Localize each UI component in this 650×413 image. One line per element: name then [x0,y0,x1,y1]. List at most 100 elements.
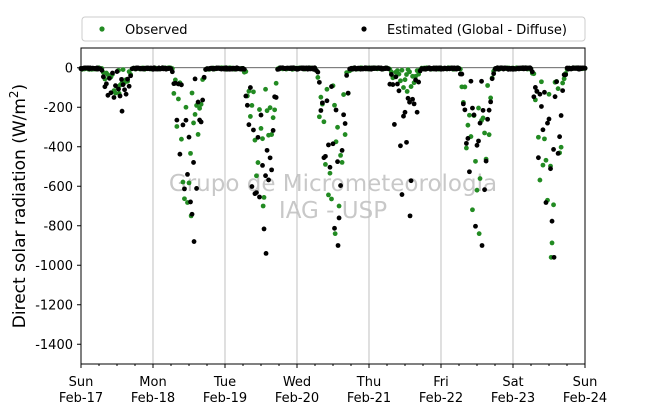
point-estimated [336,215,342,221]
point-estimated [249,184,255,189]
point-estimated [258,112,264,118]
point-estimated [263,173,268,179]
y-tick-label: -600 [43,180,73,195]
point-estimated [537,91,543,97]
point-estimated [391,122,397,127]
point-estimated [267,155,273,161]
point-observed [477,176,483,181]
point-estimated [323,153,328,159]
data-points [78,65,588,260]
point-observed [342,132,348,137]
point-estimated [120,82,126,88]
point-observed [321,119,327,125]
point-observed [341,92,347,97]
point-estimated [192,76,198,82]
point-estimated [485,116,491,122]
point-observed [465,122,471,128]
point-estimated [557,134,563,140]
point-estimated [529,69,535,75]
point-estimated [114,69,120,74]
point-estimated [191,160,196,165]
point-observed [470,207,475,213]
point-estimated [251,127,256,133]
x-tick-date: Feb-17 [59,391,103,406]
point-observed [480,115,486,121]
point-estimated [552,94,558,100]
grid [152,48,514,364]
x-tick-date: Feb-18 [131,391,175,406]
point-observed [332,102,337,108]
x-tick-day: Sun [573,375,598,390]
point-estimated [174,117,180,123]
point-observed [399,67,405,73]
point-estimated [183,117,189,123]
point-estimated [188,199,193,205]
point-estimated [189,211,195,217]
point-estimated [255,134,261,140]
point-estimated [329,84,334,89]
y-tick-label: 0 [65,61,73,76]
point-estimated [266,177,271,183]
point-estimated-min [263,251,269,256]
y-axis-label: Direct solar radiation (W/m2) [7,84,30,328]
point-estimated [99,67,105,73]
point-estimated [545,120,550,126]
point-estimated [468,78,474,84]
point-estimated [543,200,549,205]
point-observed [401,85,406,90]
point-estimated [119,76,124,82]
point-observed [540,162,546,168]
point-observed [482,130,487,136]
point-observed [318,94,324,100]
point-estimated [488,99,494,105]
legend: Observed Estimated (Global - Diffuse) [81,16,586,42]
point-estimated [244,102,250,108]
point-observed [546,91,552,97]
point-estimated [388,72,394,77]
point-observed [254,173,259,179]
x-tick-date: Feb-19 [203,391,247,406]
point-estimated [539,104,544,109]
point-observed [260,136,265,142]
y-tick-label: -1000 [35,259,73,274]
point-estimated [324,98,330,104]
point-observed [174,124,180,129]
point-observed [539,79,544,85]
point-observed [324,86,330,92]
point-estimated [551,147,556,152]
point-observed [183,104,189,110]
point-observed-min [476,231,482,237]
point-estimated [479,78,484,84]
point-estimated [474,142,480,148]
point-estimated [390,82,396,87]
point-estimated [563,72,569,78]
point-observed [269,132,275,137]
point-observed [467,112,472,118]
point-estimated [316,79,322,85]
point-estimated [416,79,422,85]
legend-label-observed: Observed [125,23,188,38]
point-observed [558,144,564,150]
point-observed [267,105,273,111]
point-estimated [396,88,402,94]
point-observed-min [260,203,266,209]
point-estimated-min [119,108,125,114]
point-estimated [462,107,468,113]
point-observed [186,180,192,186]
point-observed [335,124,340,130]
point-observed [273,80,279,86]
point-estimated-night [238,66,244,72]
point-estimated [411,101,417,107]
point-estimated [269,167,275,173]
x-tick-day: Fri [433,375,449,390]
point-estimated [540,127,546,133]
point-estimated [264,147,270,153]
point-estimated [107,75,112,81]
point-observed [560,80,566,86]
x-tick-date: Feb-24 [563,391,607,406]
point-estimated [470,105,475,111]
point-observed [474,187,480,193]
point-observed [315,75,321,80]
point-estimated [123,91,129,97]
